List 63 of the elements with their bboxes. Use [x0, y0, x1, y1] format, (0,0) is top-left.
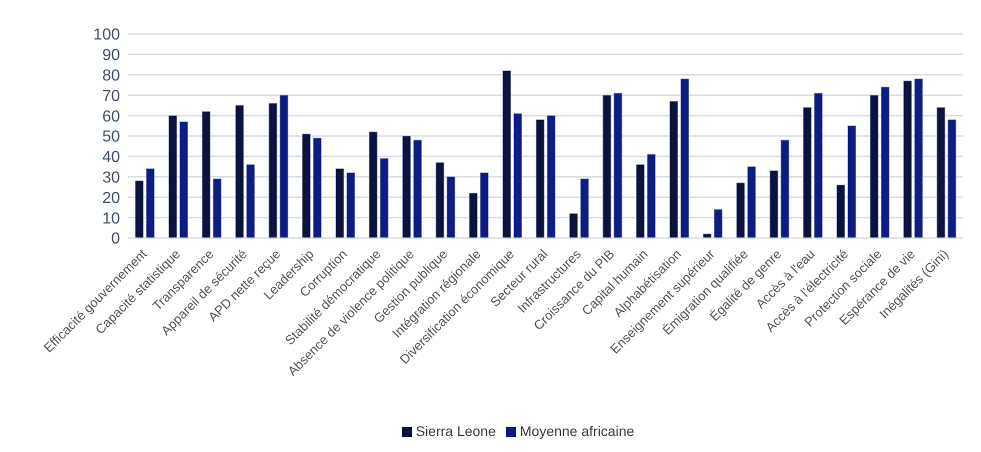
- bar: [413, 140, 422, 238]
- bar: [280, 94, 288, 238]
- bar: [546, 115, 556, 238]
- bar: [580, 178, 589, 238]
- bar: [313, 138, 322, 238]
- bar: [135, 180, 144, 238]
- bar: [402, 136, 411, 238]
- y-tick-label: 60: [102, 108, 120, 126]
- bar: [836, 184, 845, 238]
- bar: [480, 172, 489, 238]
- y-tick-label: 0: [111, 230, 120, 248]
- bar: [346, 172, 355, 238]
- bar: [747, 166, 756, 238]
- y-tick-label: 10: [102, 210, 120, 228]
- y-tick-label: 40: [102, 149, 120, 166]
- bar: [168, 115, 177, 238]
- y-tick-label: 70: [102, 88, 120, 105]
- bar: [647, 154, 656, 238]
- y-tick-label: 80: [102, 67, 120, 84]
- bar: [235, 105, 244, 238]
- bar: [368, 132, 378, 238]
- bar: [614, 92, 622, 238]
- bar: [936, 107, 946, 238]
- bar: [670, 101, 678, 238]
- bar: [202, 111, 210, 238]
- bar: [602, 94, 612, 238]
- y-tick-label: 50: [102, 128, 120, 146]
- bar: [714, 209, 722, 238]
- bar: [870, 94, 878, 238]
- bar: [380, 158, 388, 238]
- bar: [246, 164, 255, 238]
- bar: [502, 70, 511, 238]
- bar: [268, 103, 278, 238]
- bar: [736, 182, 745, 238]
- legend-label: Moyenne africaine: [520, 423, 634, 439]
- y-tick-label: 100: [93, 26, 120, 44]
- y-tick-label: 30: [102, 169, 120, 186]
- bar: [880, 86, 890, 238]
- bar: [803, 107, 812, 238]
- bar: [336, 168, 344, 238]
- bar: [814, 92, 823, 238]
- bar: [514, 113, 522, 238]
- bar: [636, 164, 645, 238]
- bar: [948, 119, 956, 238]
- bar: [146, 168, 155, 238]
- legend-label: Sierra Leone: [416, 423, 496, 439]
- y-tick-label: 90: [102, 47, 120, 64]
- bar: [780, 140, 790, 238]
- bar: [212, 178, 222, 238]
- bar: [536, 119, 544, 238]
- bar: [680, 78, 689, 238]
- bar: [770, 170, 778, 238]
- bar: [569, 213, 578, 238]
- bar: [848, 126, 856, 238]
- bar: [903, 80, 912, 238]
- bar: [180, 121, 188, 238]
- bar: [469, 192, 478, 238]
- bar: [436, 162, 444, 238]
- bar: [446, 176, 456, 238]
- bar: [702, 234, 712, 238]
- bar: [914, 78, 923, 238]
- bar: [302, 134, 311, 238]
- y-tick-label: 20: [102, 190, 120, 207]
